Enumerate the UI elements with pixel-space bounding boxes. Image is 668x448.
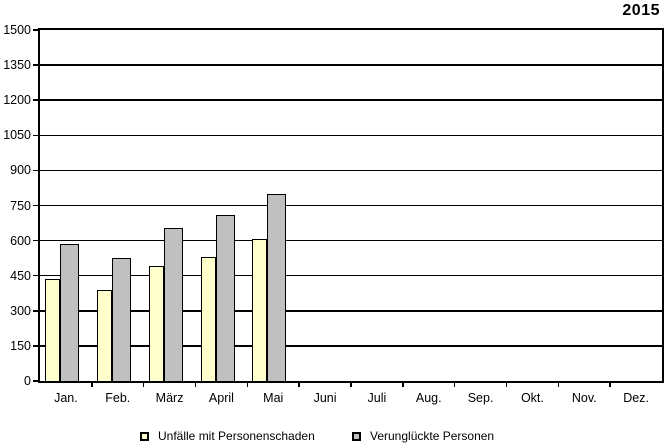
gridline-450 — [40, 274, 662, 277]
x-axis-label: Nov. — [571, 391, 597, 405]
bar-unfaelle-2 — [148, 266, 164, 381]
y-axis-label: 1500 — [3, 23, 31, 37]
y-axis-label: 150 — [10, 338, 31, 353]
bar-unfaelle-1 — [96, 289, 112, 381]
y-axis-tick — [33, 169, 38, 172]
plot-area — [38, 28, 664, 383]
x-axis-tick — [453, 383, 456, 387]
bar-unfaelle-4 — [252, 239, 268, 381]
x-axis-tick — [142, 383, 145, 387]
x-axis-label: Feb. — [105, 391, 131, 405]
x-axis-tick — [350, 383, 352, 387]
gridline-1050 — [40, 134, 662, 137]
gridline-900 — [40, 169, 662, 172]
y-axis-label: 1200 — [3, 93, 31, 108]
gridline-750 — [40, 204, 662, 207]
bar-verunglueckte-0 — [60, 244, 79, 381]
x-axis-label: Juli — [367, 391, 387, 405]
x-axis-tick — [557, 383, 560, 387]
x-axis-tick — [91, 383, 93, 387]
legend-label-verunglueckte: Verunglückte Personen — [370, 429, 495, 443]
x-axis-label: April — [208, 391, 234, 405]
y-axis-tick — [33, 310, 38, 312]
y-axis-tick — [33, 134, 38, 137]
gridline-300 — [40, 310, 662, 312]
legend-swatch-verunglueckte — [352, 431, 361, 441]
y-axis-label: 1050 — [3, 128, 31, 143]
x-axis-label: Jan. — [54, 391, 78, 405]
x-axis-tick — [194, 383, 197, 387]
x-axis-label: Mai — [263, 391, 284, 405]
y-axis-label: 0 — [24, 374, 31, 388]
bar-verunglueckte-4 — [267, 193, 287, 381]
gridline-1350 — [40, 64, 662, 66]
y-axis-label: 1350 — [3, 58, 31, 73]
y-axis-tick — [33, 274, 38, 277]
y-axis-tick — [33, 345, 38, 347]
gridline-600 — [40, 239, 662, 242]
y-axis-label: 600 — [10, 233, 31, 248]
bar-unfaelle-0 — [45, 279, 60, 381]
legend-item-verunglueckte: Verunglückte Personen — [352, 429, 494, 443]
x-axis-tick — [246, 383, 249, 387]
y-axis-label: 900 — [10, 163, 31, 178]
legend-swatch-unfaelle — [140, 431, 149, 441]
x-axis-tick — [505, 383, 508, 387]
legend-label-unfaelle: Unfälle mit Personenschaden — [158, 429, 315, 443]
gridline-150 — [40, 345, 662, 347]
legend-item-unfaelle: Unfälle mit Personenschaden — [140, 429, 315, 443]
bar-unfaelle-3 — [200, 256, 216, 381]
x-axis-tick — [402, 383, 404, 387]
y-axis-tick — [33, 64, 38, 66]
y-axis-label: 300 — [10, 303, 31, 318]
y-axis-tick — [33, 380, 38, 382]
x-axis-label: Okt. — [520, 391, 544, 405]
y-axis-tick — [33, 239, 38, 242]
x-axis-label: Aug. — [415, 391, 442, 405]
x-axis-label: Dez. — [623, 391, 649, 405]
bar-verunglueckte-1 — [111, 258, 131, 381]
y-axis-tick — [33, 204, 38, 207]
bar-verunglueckte-2 — [163, 227, 183, 381]
y-axis-tick — [33, 29, 38, 31]
y-axis-label: 450 — [10, 268, 31, 283]
bar-verunglueckte-3 — [215, 214, 235, 381]
x-axis-tick — [298, 383, 300, 387]
x-axis-tick — [609, 383, 611, 387]
gridline-1200 — [40, 99, 662, 101]
y-axis-label: 750 — [10, 198, 31, 213]
y-axis-tick — [33, 99, 38, 101]
x-axis-label: Sep. — [467, 391, 494, 405]
x-axis-label: März — [155, 391, 184, 405]
chart-title: 2015 — [622, 2, 660, 19]
x-axis-label: Juni — [313, 391, 337, 405]
